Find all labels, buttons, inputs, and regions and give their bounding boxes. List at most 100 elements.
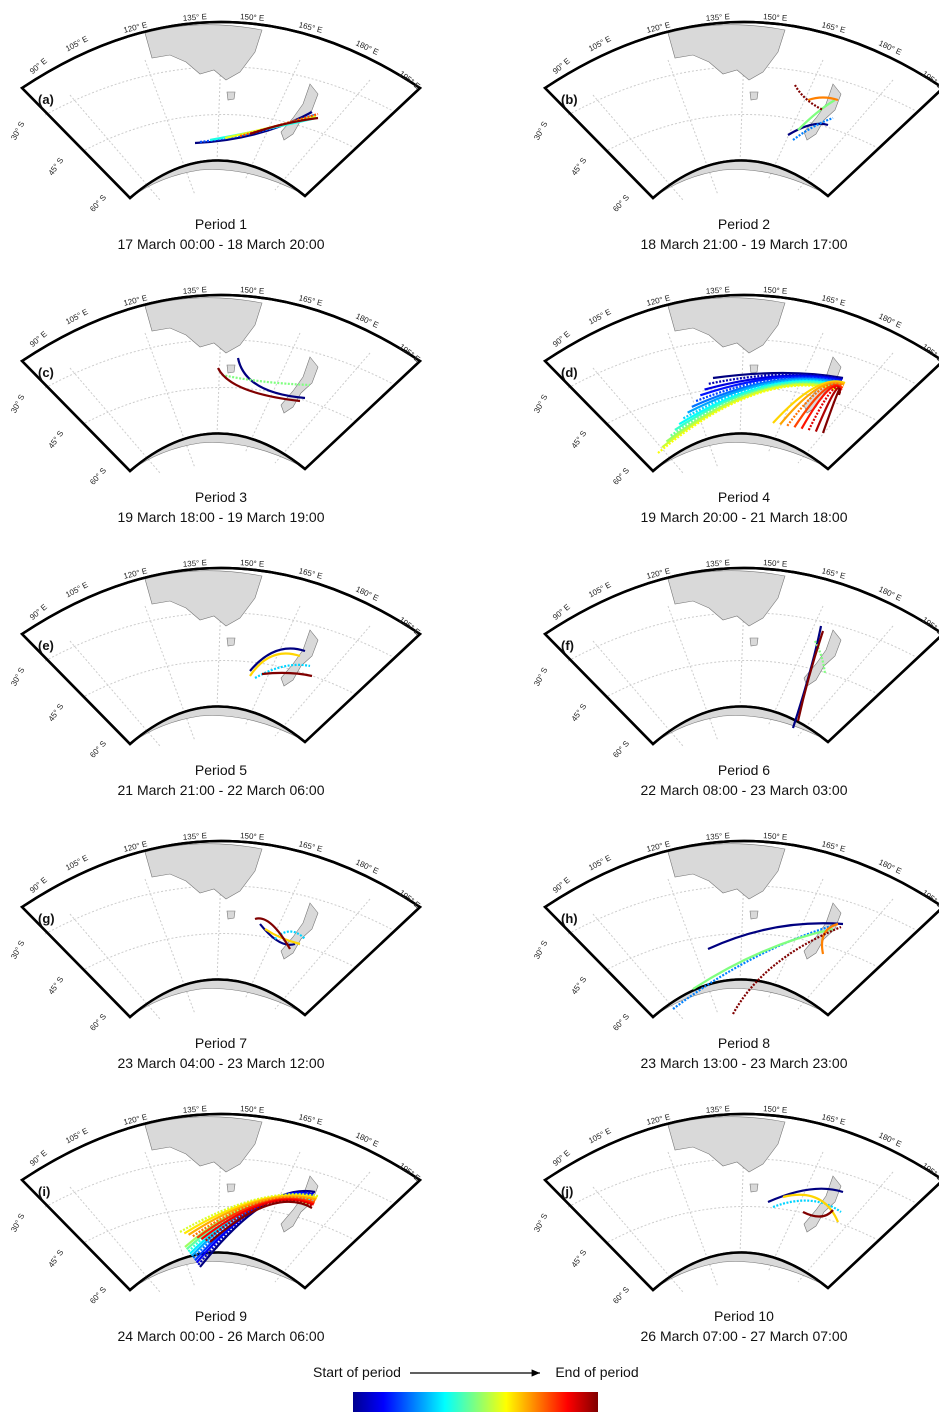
latitude-label: 30° S [532,939,549,961]
period-title: Period 6 [718,762,770,778]
latitude-label: 30° S [9,666,26,688]
trajectory [179,1193,319,1233]
trajectory [183,1194,318,1235]
trajectory [800,384,843,430]
trajectory [221,373,311,387]
longitude-label: 135° E [182,558,207,569]
period-dates: 19 March 18:00 - 19 March 19:00 [117,509,324,525]
longitude-label: 105° E [587,580,613,599]
trajectory [264,928,301,946]
longitude-label: 150° E [763,12,788,23]
longitude-label: 135° E [182,12,207,23]
latitude-label: 60° S [611,466,631,487]
trajectory [797,99,836,131]
trajectory [187,1195,317,1236]
trajectory [196,1197,315,1239]
graticule [797,352,894,464]
land-new-zealand [280,83,319,141]
trajectory [796,630,825,722]
land-tasmania [226,364,236,374]
trajectory [792,116,834,141]
period-dates: 18 March 21:00 - 19 March 17:00 [640,236,847,252]
land-australia [667,843,786,900]
period-title: Period 2 [718,216,770,232]
graticule [84,387,356,424]
period-dates: 17 March 00:00 - 18 March 20:00 [117,236,324,252]
graticule [592,913,684,1020]
map-frame-outline [20,1112,423,1292]
trajectory [236,357,306,400]
trajectory [767,1187,844,1204]
latitude-label: 60° S [611,1285,631,1306]
latitude-label: 45° S [47,975,66,996]
panel-letter: (i) [38,1184,50,1199]
land-australia [667,570,786,627]
latitude-label: 45° S [570,429,589,450]
map-frame-outline [543,1112,939,1292]
latitude-label: 30° S [9,1212,26,1234]
graticule [797,625,894,737]
longitude-label: 105° E [64,1126,90,1145]
longitude-label: 150° E [763,1104,788,1115]
longitude-label: 150° E [240,285,265,296]
period-title: Period 9 [195,1308,247,1324]
trajectory [782,1193,840,1223]
longitude-label: 135° E [705,831,730,842]
period-dates: 26 March 07:00 - 27 March 07:00 [640,1328,847,1344]
graticule [69,640,161,747]
graticule [274,625,371,737]
graticule [84,1206,356,1243]
graticule [69,913,161,1020]
latitude-label: 45° S [47,429,66,450]
land-tasmania [749,1183,759,1193]
latitude-label: 45° S [47,702,66,723]
trajectory [192,1196,316,1238]
graticule [607,933,879,970]
graticule [797,1171,894,1283]
map-frame-outline [543,20,939,200]
period-title: Period 5 [195,762,247,778]
period-dates: 22 March 08:00 - 23 March 03:00 [640,782,847,798]
trajectory [239,112,319,138]
map-frame-outline [543,566,939,746]
land-tasmania [749,364,759,374]
longitude-label: 150° E [240,1104,265,1115]
panel-letter: (e) [38,638,54,653]
panel-letter: (a) [38,92,54,107]
graticule [84,660,356,697]
latitude-label: 30° S [9,393,26,415]
graticule [274,898,371,1010]
trajectory [194,111,313,145]
longitude-label: 150° E [763,558,788,569]
panel-letter: (h) [561,911,578,926]
map-frame-outline [543,293,939,473]
graticule [84,114,356,151]
graticule [69,1186,161,1293]
map-frame-outline [20,293,423,473]
period-title: Period 3 [195,489,247,505]
panel-letter: (g) [38,911,55,926]
graticule [607,114,879,151]
panel-letter: (d) [561,365,578,380]
graticule [797,79,894,191]
trajectory [254,917,291,950]
graticule [592,1186,684,1293]
colorbar-end-label: End of period [555,1364,638,1380]
land-australia [144,570,263,627]
latitude-label: 30° S [532,1212,549,1234]
graticule [592,94,684,201]
latitude-label: 45° S [570,156,589,177]
land-australia [144,1116,263,1173]
trajectory [217,367,301,403]
longitude-label: 105° E [587,34,613,53]
longitude-label: 105° E [64,853,90,872]
colorbar [353,1392,598,1412]
graticule [274,352,371,464]
latitude-label: 30° S [9,120,26,142]
trajectory [786,382,844,427]
